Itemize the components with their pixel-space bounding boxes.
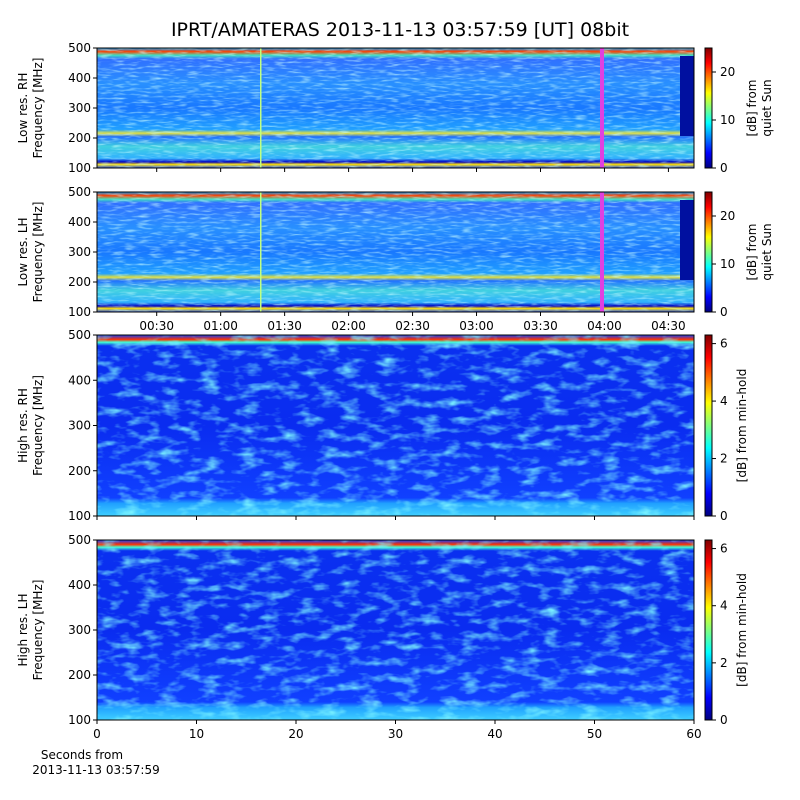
chart-title: IPRT/AMATERAS 2013-11-13 03:57:59 [UT] 0…: [171, 19, 629, 41]
colorbar-tick-label: 2: [720, 452, 728, 466]
y-tick-label: 100: [68, 713, 91, 727]
y-tick-label: 500: [68, 41, 91, 55]
x-tick-label: 04:30: [651, 319, 686, 333]
x-tick-label: 02:00: [331, 319, 366, 333]
y-tick-label: 500: [68, 328, 91, 342]
spectrogram-feature: [680, 56, 694, 136]
y-axis-label-line: Frequency [MHz]: [31, 375, 45, 476]
colorbar-tick-label: 20: [720, 209, 735, 223]
y-tick-label: 400: [68, 578, 91, 592]
colorbar-label: [dB] from min-hold: [735, 573, 749, 687]
colorbar-tick-label: 0: [720, 305, 728, 319]
y-tick-label: 200: [68, 275, 91, 289]
spectrogram-texture: [97, 335, 694, 516]
x-tick-label: 50: [587, 727, 602, 741]
colorbar-tick-label: 0: [720, 509, 728, 523]
colorbar-label-line: [dB] from: [745, 80, 759, 137]
spectrogram-feature: [600, 192, 604, 312]
colorbar-label: [dB] fromquiet Sun: [745, 223, 774, 280]
x-tick-label: 01:00: [203, 319, 238, 333]
colorbar-tick-label: 4: [720, 599, 728, 613]
colorbar-tick-label: 2: [720, 656, 728, 670]
spectrogram-feature: [260, 48, 262, 168]
y-axis-label-line: High res. LH: [16, 593, 30, 666]
colorbar-label: [dB] fromquiet Sun: [745, 79, 774, 136]
colorbar-label-line: quiet Sun: [760, 79, 774, 136]
x-tick-label: 02:30: [395, 319, 430, 333]
spectrogram-texture: [97, 540, 694, 720]
colorbar-tick-label: 6: [720, 337, 728, 351]
spectrogram-feature: [260, 192, 262, 312]
y-tick-label: 100: [68, 161, 91, 175]
y-axis-label-line: Low res. RH: [16, 73, 30, 144]
colorbar-tick-label: 10: [720, 113, 735, 127]
spectrogram-texture: [97, 48, 694, 168]
x-tick-label: 03:30: [523, 319, 558, 333]
y-axis-label: Low res. LHFrequency [MHz]: [16, 202, 45, 303]
y-tick-label: 500: [68, 185, 91, 199]
y-axis-label-line: Low res. LH: [16, 217, 30, 286]
y-tick-label: 400: [68, 373, 91, 387]
colorbar-tick-label: 6: [720, 542, 728, 556]
y-tick-label: 200: [68, 131, 91, 145]
spectrogram-feature: [600, 48, 604, 168]
x-tick-label: 60: [686, 727, 701, 741]
y-axis-label-line: Frequency [MHz]: [31, 580, 45, 681]
x-tick-label: 10: [189, 727, 204, 741]
y-tick-label: 300: [68, 623, 91, 637]
x-tick-label: 04:00: [587, 319, 622, 333]
x-axis-label: Seconds from: [41, 748, 123, 762]
y-tick-label: 300: [68, 245, 91, 259]
colorbar: [704, 334, 713, 517]
y-axis-label: High res. RHFrequency [MHz]: [16, 375, 45, 476]
y-tick-label: 200: [68, 464, 91, 478]
x-axis-label: 2013-11-13 03:57:59: [32, 763, 159, 777]
colorbar-label-line: [dB] from min-hold: [735, 573, 749, 687]
y-tick-label: 300: [68, 419, 91, 433]
x-tick-label: 40: [487, 727, 502, 741]
y-tick-label: 400: [68, 71, 91, 85]
y-tick-label: 100: [68, 305, 91, 319]
x-tick-label: 01:30: [267, 319, 302, 333]
colorbar-label-line: quiet Sun: [760, 223, 774, 280]
y-axis-label-line: High res. RH: [16, 388, 30, 463]
y-axis-label-line: Frequency [MHz]: [31, 202, 45, 303]
colorbar-tick-label: 0: [720, 161, 728, 175]
x-tick-label: 20: [288, 727, 303, 741]
x-tick-label: 03:00: [459, 319, 494, 333]
colorbar-tick-label: 20: [720, 65, 735, 79]
y-tick-label: 200: [68, 668, 91, 682]
colorbar-tick-label: 10: [720, 257, 735, 271]
y-tick-label: 500: [68, 533, 91, 547]
colorbar: [704, 47, 713, 169]
y-axis-label: High res. LHFrequency [MHz]: [16, 580, 45, 681]
colorbar-label-line: [dB] from: [745, 224, 759, 281]
spectrogram-texture: [97, 192, 694, 312]
y-axis-label: Low res. RHFrequency [MHz]: [16, 58, 45, 159]
x-tick-label: 30: [388, 727, 403, 741]
colorbar-tick-label: 0: [720, 713, 728, 727]
y-tick-label: 400: [68, 215, 91, 229]
colorbar: [704, 191, 713, 313]
colorbar-label-line: [dB] from min-hold: [735, 369, 749, 483]
x-tick-label: 00:30: [139, 319, 174, 333]
colorbar: [704, 539, 713, 721]
y-tick-label: 100: [68, 509, 91, 523]
x-tick-label: 0: [93, 727, 101, 741]
colorbar-tick-label: 4: [720, 394, 728, 408]
y-tick-label: 300: [68, 101, 91, 115]
colorbar-label: [dB] from min-hold: [735, 369, 749, 483]
y-axis-label-line: Frequency [MHz]: [31, 58, 45, 159]
spectrogram-feature: [680, 200, 694, 280]
